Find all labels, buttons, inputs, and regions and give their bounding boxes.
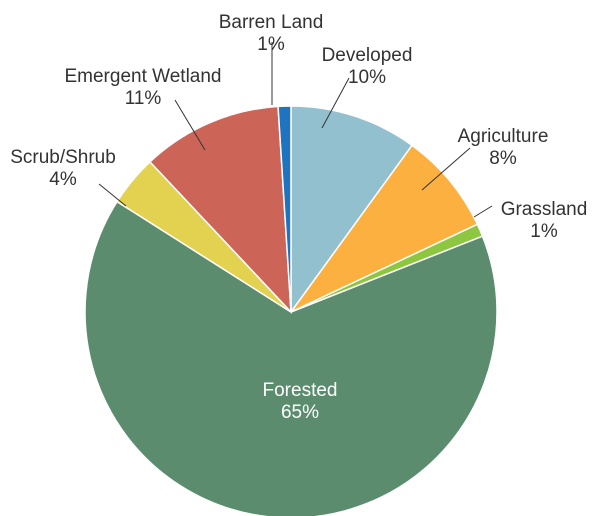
leader-line-grassland (473, 205, 493, 218)
slice-value-scrub-shrub: 4% (49, 169, 77, 190)
leader-line-scrub-shrub (98, 183, 127, 207)
leader-line-agriculture (421, 147, 471, 191)
pie-slice-forested (84, 200, 498, 516)
slice-labels: Developed10%Agriculture8%Grassland1%Fore… (10, 12, 587, 423)
pie-slice-emergent-wetland (148, 105, 292, 315)
slice-label-developed: Developed (322, 45, 413, 66)
leader-line-emergent-wetland (174, 99, 206, 151)
slice-value-grassland: 1% (530, 221, 558, 242)
pie-slice-barren-land (277, 105, 292, 313)
slice-value-barren-land: 1% (257, 34, 285, 55)
slice-value-emergent-wetland: 11% (125, 88, 162, 109)
slice-label-emergent-wetland: Emergent Wetland (64, 66, 221, 87)
slice-value-developed: 10% (348, 67, 386, 88)
pie-slices (84, 105, 498, 516)
slice-value-forested: 65% (281, 402, 319, 423)
pie-slice-developed (290, 105, 414, 315)
slice-label-grassland: Grassland (501, 199, 588, 220)
slice-label-forested: Forested (263, 380, 338, 401)
leader-lines (98, 42, 493, 218)
slice-label-agriculture: Agriculture (458, 126, 549, 147)
leader-line-developed (321, 77, 350, 129)
pie-slice-agriculture (290, 144, 479, 313)
slice-label-scrub-shrub: Scrub/Shrub (10, 147, 116, 168)
slice-value-agriculture: 8% (489, 148, 517, 169)
slice-label-barren-land: Barren Land (219, 12, 324, 33)
